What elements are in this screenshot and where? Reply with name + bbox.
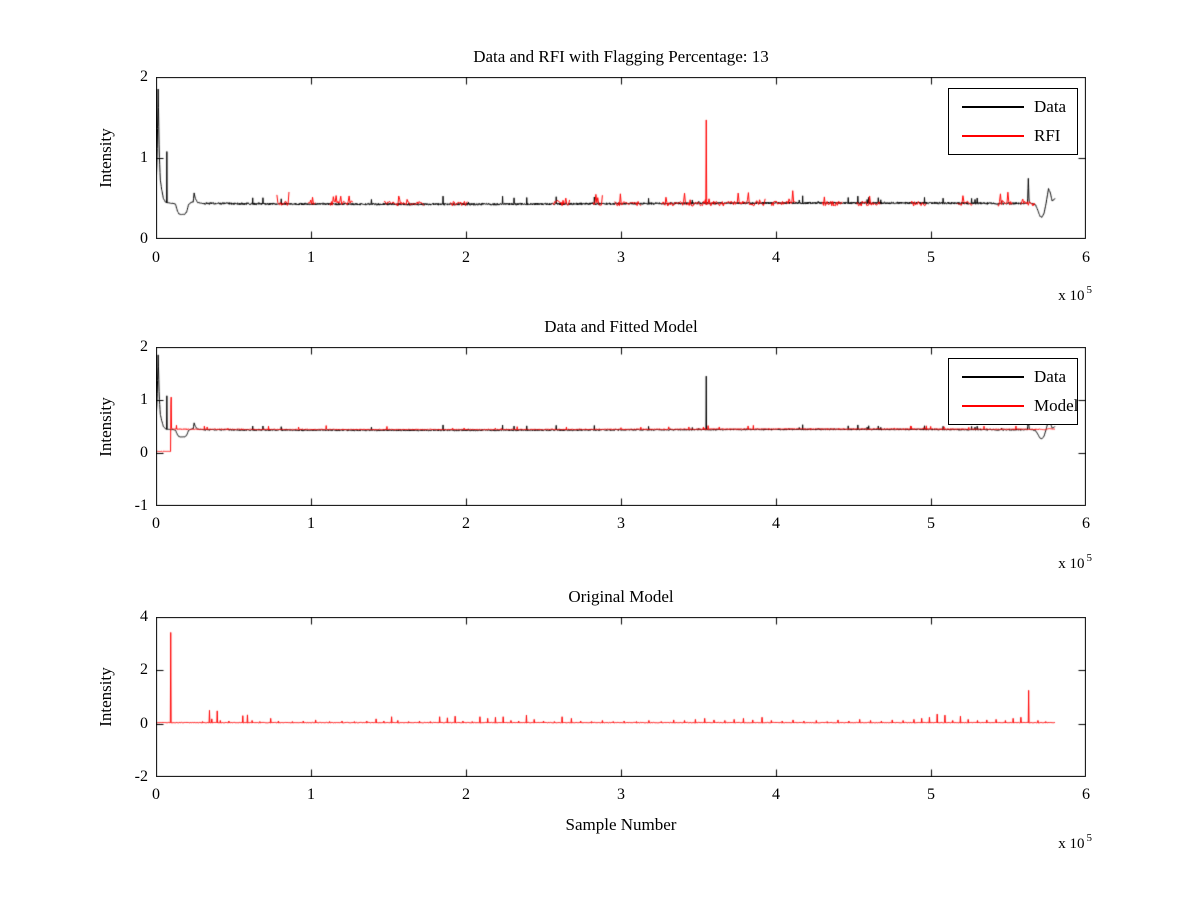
x-tick-label: 5 — [927, 786, 935, 803]
x-axis-label: Sample Number — [565, 815, 677, 834]
x-tick-label: 3 — [617, 786, 625, 803]
legend-label: Data — [1034, 367, 1067, 387]
y-tick-label: 1 — [140, 391, 148, 408]
y-tick-label: 2 — [140, 68, 148, 85]
x-tick-label: 0 — [152, 786, 160, 803]
x-tick-label: 1 — [307, 515, 315, 532]
x-tick-label: 3 — [617, 249, 625, 266]
legend-entry-data: Data — [949, 97, 1077, 117]
x-tick-label: 4 — [772, 515, 780, 532]
exponent-base: x 10 — [1058, 556, 1085, 572]
legend-entry-rfi: RFI — [949, 126, 1077, 146]
x-tick-label: 5 — [927, 515, 935, 532]
legend-box: Data Model — [948, 358, 1078, 425]
legend-line-sample — [962, 376, 1024, 379]
plot-area — [156, 77, 1086, 239]
x-axis-exponent: x 10 5 — [1058, 552, 1093, 573]
legend-box: Data RFI — [948, 88, 1078, 155]
plot-area — [156, 347, 1086, 506]
legend-line-sample — [962, 404, 1024, 407]
exponent-power: 5 — [1086, 552, 1093, 564]
x-tick-label: 6 — [1082, 786, 1090, 803]
legend-line-sample — [962, 134, 1024, 137]
plot-area — [156, 617, 1086, 777]
x-tick-label: 2 — [462, 515, 470, 532]
y-tick-label: 0 — [140, 230, 148, 247]
plot-title: Data and RFI with Flagging Percentage: 1… — [473, 47, 769, 66]
legend-label: Model — [1034, 395, 1079, 415]
x-tick-label: 4 — [772, 249, 780, 266]
plot-title: Data and Fitted Model — [544, 317, 698, 336]
x-tick-label: 1 — [307, 249, 315, 266]
y-tick-label: 0 — [140, 444, 148, 461]
y-tick-label: 2 — [140, 338, 148, 355]
exponent-base: x 10 — [1058, 836, 1085, 852]
x-tick-label: 0 — [152, 515, 160, 532]
y-tick-label: 1 — [140, 149, 148, 166]
legend-label: RFI — [1034, 125, 1061, 145]
x-axis-exponent: x 10 5 — [1058, 284, 1093, 305]
y-tick-label: 0 — [140, 714, 148, 732]
x-tick-label: 0 — [152, 249, 160, 266]
x-axis-exponent: x 10 5 — [1058, 832, 1093, 853]
legend-line-sample — [962, 106, 1024, 109]
legend-entry-data: Data — [949, 367, 1077, 387]
x-tick-label: 2 — [462, 249, 470, 266]
x-tick-label: 6 — [1082, 249, 1090, 266]
x-tick-label: 4 — [772, 786, 780, 803]
exponent-power: 5 — [1086, 284, 1093, 296]
y-tick-label: 4 — [140, 608, 148, 625]
plot-title: Original Model — [568, 587, 674, 606]
exponent-base: x 10 — [1058, 288, 1085, 304]
x-tick-label: 6 — [1082, 515, 1090, 532]
x-tick-label: 1 — [307, 786, 315, 803]
exponent-power: 5 — [1086, 832, 1093, 844]
x-tick-label: 5 — [927, 249, 935, 266]
y-tick-label: 2 — [140, 661, 148, 679]
legend-label: Data — [1034, 97, 1067, 117]
legend-entry-model: Model — [949, 395, 1079, 416]
y-tick-label: -1 — [134, 497, 148, 514]
x-tick-label: 3 — [617, 515, 625, 532]
y-tick-label: -2 — [134, 768, 148, 785]
x-tick-label: 2 — [462, 786, 470, 803]
